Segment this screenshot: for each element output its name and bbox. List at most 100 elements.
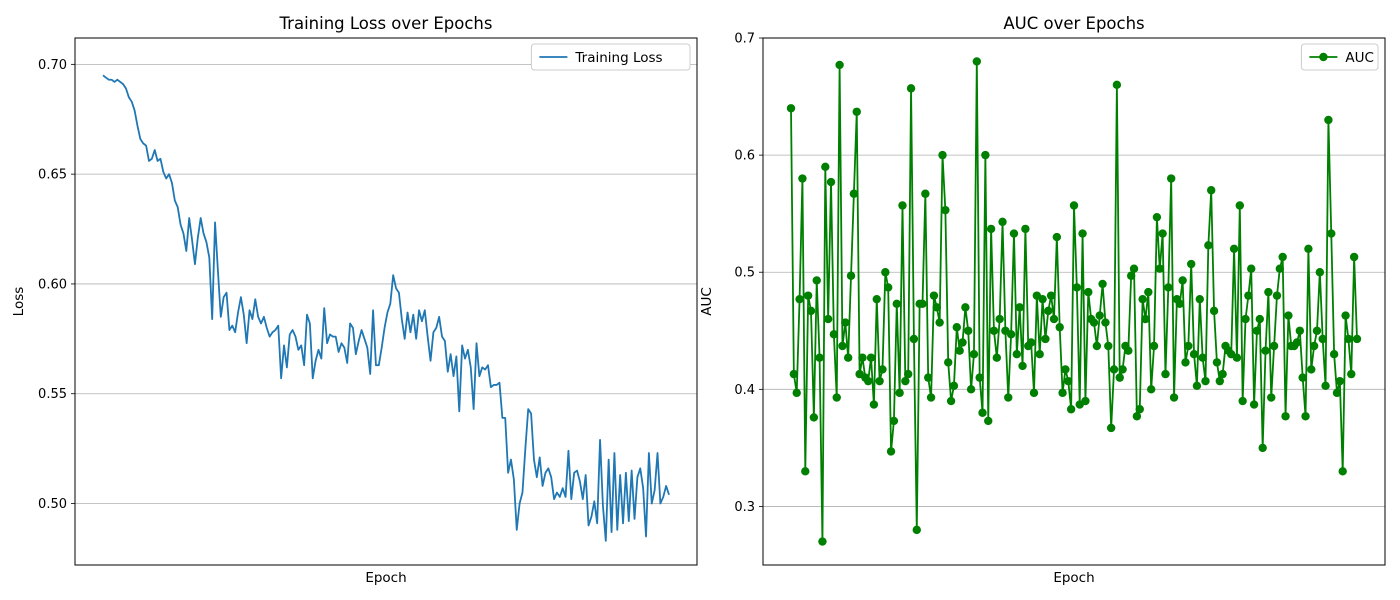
auc-data-point	[898, 201, 907, 210]
auc-data-point	[1124, 346, 1133, 355]
auc-data-point	[1161, 369, 1170, 379]
auc-data-point	[981, 150, 990, 160]
auc-data-point	[798, 174, 807, 183]
auc-data-point	[932, 303, 941, 312]
loss-y-tick-label: 0.60	[38, 277, 67, 292]
auc-data-point	[1307, 365, 1316, 374]
auc-data-point	[1264, 287, 1273, 297]
auc-data-point	[1004, 393, 1013, 402]
auc-data-point	[921, 189, 930, 198]
auc-data-point	[1095, 311, 1104, 320]
auc-data-point	[909, 334, 919, 344]
auc-data-point	[826, 177, 836, 187]
auc-chart-panel: 0.3 0.4 0.5 0.6 0.7 AUC over Epochs Epoch AU…	[699, 14, 1386, 586]
auc-data-point	[1055, 323, 1064, 332]
auc-data-point	[972, 57, 982, 66]
auc-data-point	[1275, 264, 1285, 273]
auc-data-point	[846, 271, 856, 280]
auc-data-point	[944, 358, 953, 367]
auc-data-point	[1141, 314, 1150, 324]
auc-data-point	[1249, 400, 1259, 409]
auc-data-point	[1215, 376, 1224, 386]
auc-data-point	[1041, 334, 1050, 344]
auc-data-point	[1029, 388, 1039, 398]
auc-y-tick-label: 0.3	[734, 500, 755, 515]
auc-data-point	[1072, 283, 1082, 292]
auc-data-point	[1204, 241, 1213, 250]
loss-chart-title: Training Loss over Epochs	[279, 14, 493, 33]
loss-y-tick-label: 0.50	[38, 497, 67, 512]
auc-data-point	[1281, 412, 1290, 421]
auc-data-point	[958, 338, 967, 347]
auc-data-point	[1315, 268, 1325, 277]
auc-data-point	[1009, 229, 1019, 238]
auc-data-point	[955, 346, 964, 355]
auc-data-point	[1104, 341, 1113, 351]
auc-data-point	[1064, 376, 1073, 386]
auc-data-point	[1192, 381, 1202, 391]
auc-data-point	[812, 276, 821, 285]
auc-data-point	[1044, 306, 1053, 316]
auc-data-point	[964, 326, 973, 335]
auc-data-point	[1295, 326, 1305, 335]
auc-data-point	[1089, 318, 1099, 327]
auc-data-point	[1046, 291, 1056, 300]
auc-data-point	[875, 376, 884, 386]
auc-data-point	[1278, 252, 1287, 262]
auc-data-point	[895, 388, 904, 398]
auc-data-point	[1069, 201, 1079, 210]
auc-data-point	[878, 365, 887, 374]
auc-data-point	[1218, 369, 1227, 379]
auc-data-point	[1261, 346, 1270, 355]
auc-data-point	[892, 299, 901, 309]
auc-data-point	[966, 385, 976, 394]
auc-data-point	[1329, 350, 1339, 359]
auc-data-point	[1166, 174, 1176, 183]
auc-data-point	[841, 318, 850, 327]
auc-data-point	[1138, 294, 1147, 304]
auc-data-point	[835, 60, 844, 70]
auc-data-point	[1232, 353, 1242, 362]
auc-data-point	[1272, 291, 1282, 300]
auc-data-point	[1338, 467, 1347, 476]
auc-data-point	[1292, 338, 1302, 347]
auc-data-point	[1012, 350, 1022, 359]
auc-data-point	[1078, 229, 1087, 238]
auc-data-point	[1049, 314, 1059, 324]
auc-data-point	[1347, 369, 1356, 379]
auc-data-point	[1235, 201, 1245, 210]
auc-data-point	[1238, 396, 1247, 406]
auc-data-point	[926, 393, 936, 402]
auc-chart-title: AUC over Epochs	[1003, 14, 1144, 33]
auc-data-point	[938, 150, 947, 160]
auc-data-point	[823, 314, 833, 324]
auc-data-point	[1155, 264, 1164, 273]
auc-data-point	[949, 381, 959, 391]
auc-data-point	[1035, 350, 1044, 359]
auc-data-point	[978, 408, 987, 417]
auc-data-point	[1098, 279, 1107, 289]
auc-data-point	[992, 353, 1002, 362]
auc-y-tick-label: 0.5	[734, 266, 755, 281]
auc-data-point	[829, 330, 839, 339]
auc-data-point	[1252, 326, 1262, 335]
auc-data-point	[1344, 334, 1353, 344]
auc-data-point	[795, 294, 804, 304]
auc-data-point	[809, 413, 819, 422]
auc-data-point	[1198, 353, 1207, 362]
auc-data-point	[872, 294, 881, 304]
auc-data-point	[1189, 350, 1199, 359]
auc-data-point	[1269, 341, 1279, 351]
auc-data-point	[906, 84, 916, 93]
auc-data-point	[924, 373, 933, 382]
auc-data-point	[1312, 326, 1322, 335]
auc-data-point	[792, 388, 801, 398]
auc-legend-label: AUC	[1345, 50, 1374, 66]
auc-data-point	[904, 369, 913, 379]
auc-data-point	[1309, 341, 1319, 351]
auc-data-point	[1026, 338, 1036, 347]
auc-data-point	[1209, 306, 1219, 316]
auc-data-point	[941, 205, 950, 215]
auc-data-point	[869, 400, 879, 409]
auc-data-point	[918, 299, 927, 309]
